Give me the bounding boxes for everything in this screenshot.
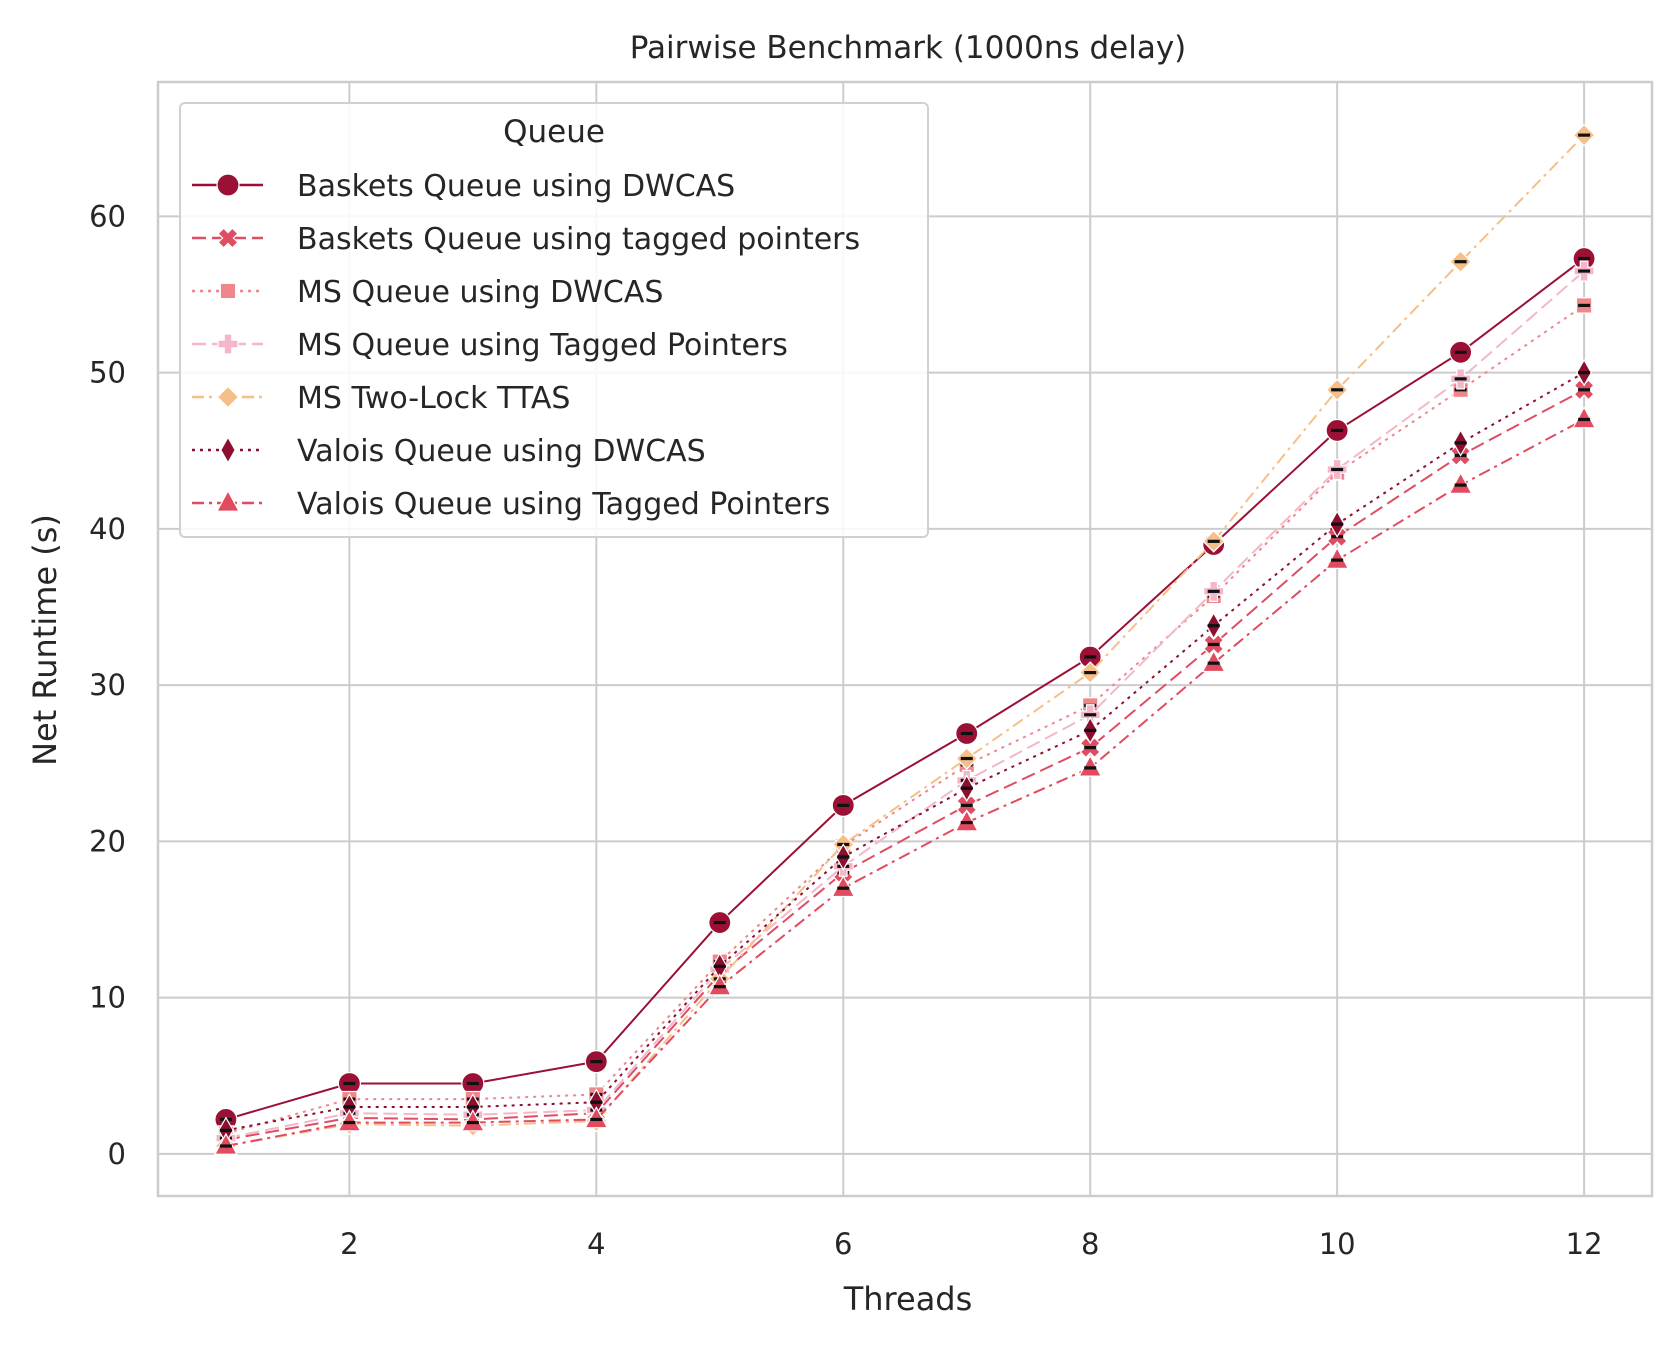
y-tick-label: 20 [89, 824, 126, 858]
y-tick-label: 40 [89, 512, 126, 546]
legend-item: MS Two-Lock TTAS [192, 381, 570, 416]
data-point [707, 973, 732, 996]
legend-marker [216, 385, 240, 409]
legend-label: Baskets Queue using DWCAS [297, 169, 735, 204]
data-point [1572, 406, 1597, 429]
axes: 2 4 6 8 10 12 0 10 20 30 40 50 60 [89, 80, 1654, 1261]
x-tick-label: 10 [1319, 1227, 1356, 1261]
series-line [225, 134, 1585, 1147]
legend-label: MS Two-Lock TTAS [297, 381, 570, 416]
legend-marker [215, 489, 241, 512]
plot-frame [156, 80, 1654, 1198]
y-tick-label: 10 [89, 981, 126, 1015]
legend-marker [220, 436, 236, 464]
legend-label: Valois Queue using Tagged Pointers [297, 487, 830, 522]
legend-marker [217, 227, 239, 249]
legend: Queue Baskets Queue using DWCAS Baskets Qu… [179, 102, 929, 538]
data-point [337, 1109, 362, 1132]
x-tick-label: 2 [340, 1227, 358, 1261]
legend-box [179, 102, 929, 538]
data-point [584, 1106, 609, 1129]
series-7 [213, 406, 1597, 1155]
legend-label: Valois Queue using DWCAS [297, 434, 706, 469]
data-point [1078, 754, 1103, 777]
data-point [213, 1132, 238, 1155]
series-line [225, 371, 1585, 1132]
series-line [225, 257, 1585, 1121]
y-tick-label: 0 [108, 1137, 126, 1171]
legend-item: MS Queue using Tagged Pointers [192, 328, 788, 363]
data-point [831, 874, 856, 898]
legend-item: Valois Queue using Tagged Pointers [192, 487, 830, 522]
legend-item: Valois Queue using DWCAS [192, 434, 706, 469]
legend-item: MS Queue using DWCAS [192, 275, 663, 310]
x-tick-label: 4 [587, 1227, 605, 1261]
data-point [460, 1109, 485, 1132]
data-point [954, 809, 979, 832]
legend-marker [219, 282, 237, 300]
series-line [225, 388, 1585, 1141]
data-point [1201, 649, 1226, 673]
series-layer [213, 123, 1597, 1158]
legend-item: Baskets Queue using tagged pointers [192, 222, 860, 257]
y-tick-label: 60 [89, 199, 126, 233]
legend-label: MS Queue using Tagged Pointers [297, 328, 788, 363]
legend-marker [217, 333, 239, 355]
y-axis-label: Net Runtime (s) [26, 514, 64, 766]
legend-item: Baskets Queue using DWCAS [192, 169, 735, 204]
series-6 [218, 358, 1592, 1145]
legend-title: Queue [503, 114, 605, 150]
x-tick-label: 8 [1081, 1227, 1099, 1261]
x-axis-label: Threads [843, 1280, 973, 1318]
data-point [1448, 471, 1473, 494]
legend-marker [216, 173, 240, 197]
legend-label: Baskets Queue using tagged pointers [297, 222, 860, 257]
y-tick-label: 30 [89, 668, 126, 702]
series-line [225, 418, 1585, 1147]
data-point [1325, 546, 1350, 569]
x-tick-label: 12 [1566, 1227, 1603, 1261]
chart-title: Pairwise Benchmark (1000ns delay) [630, 30, 1187, 66]
legend-label: MS Queue using DWCAS [297, 275, 663, 310]
x-tick-label: 6 [834, 1227, 852, 1261]
series-line [225, 270, 1585, 1140]
y-tick-label: 50 [89, 356, 126, 390]
